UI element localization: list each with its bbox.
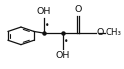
Text: •: • [64,37,68,46]
Text: OH: OH [55,51,70,60]
Text: OH: OH [37,7,51,16]
Text: •: • [45,21,50,30]
Text: O: O [96,28,104,37]
Text: CH₃: CH₃ [105,28,121,37]
Text: O: O [75,5,82,14]
